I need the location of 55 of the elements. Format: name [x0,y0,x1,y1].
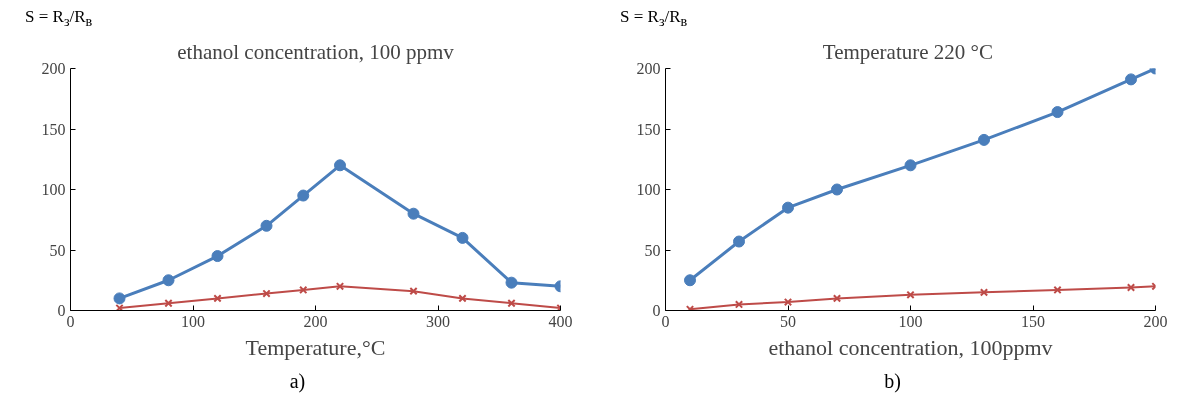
point [115,303,124,311]
point [507,299,516,308]
point [458,294,467,303]
point [297,189,310,202]
point [262,289,271,298]
point [979,288,989,297]
point [978,133,990,146]
point [906,290,915,299]
point [335,282,345,291]
y-tick-label: 50 [644,241,661,259]
point [904,159,917,172]
x-tick-label: 400 [548,312,573,330]
x-tick-label: 200 [303,312,328,330]
point [164,299,173,308]
y-axis-title: S = R$_{з}$/R$_{в}$ [24,6,93,32]
x-tick-label: 200 [1143,312,1168,330]
x-tick-label: 150 [1021,312,1045,330]
point [407,207,420,220]
y-tick-label: 200 [41,60,66,77]
y-tick-label: 200 [636,60,661,77]
point [782,201,794,214]
point [684,274,696,287]
y-axis-title: S = R$_{з}$/R$_{в}$ [619,6,688,32]
x-axis-title: Temperature,°C [245,334,386,360]
point [113,292,126,305]
point [1125,73,1137,86]
text: a) [288,369,307,395]
y-tick-label: 100 [41,181,66,198]
point [334,159,346,172]
point [213,294,222,303]
x-tick-label: 50 [780,312,796,330]
y-tick-label: 100 [636,181,661,198]
point [162,274,175,287]
text: b) [883,369,902,395]
point [1053,285,1062,295]
point [1051,106,1064,119]
y-tick-label: 50 [49,241,66,259]
point [783,297,793,307]
point [211,250,224,263]
x-tick-label: 100 [898,312,923,330]
x-axis-title: ethanol concentration, 100ppmv [768,334,1053,360]
point [409,286,418,296]
y-tick-label: 150 [636,120,661,138]
point [456,231,469,244]
point [733,235,745,248]
point [260,219,273,232]
x-tick-label: 100 [181,312,205,330]
y-tick-label: 150 [41,120,66,138]
point [831,183,843,196]
point [299,285,308,295]
chart-title: Temperature 220 °C [822,39,993,64]
point [1126,283,1136,292]
point [505,276,518,289]
chart-title: ethanol concentration, 100 ppmv [177,39,455,64]
x-tick-label: 300 [426,312,450,330]
